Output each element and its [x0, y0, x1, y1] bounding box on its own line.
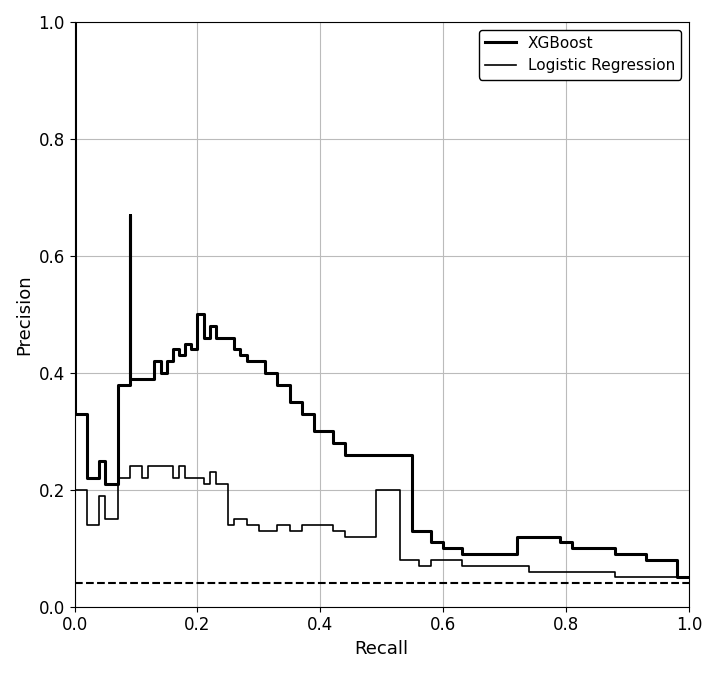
XGBoost [568, 544, 576, 553]
Logistic Regression [298, 521, 306, 529]
Y-axis label: Precision: Precision [15, 274, 33, 355]
Logistic Regression [101, 491, 110, 499]
XGBoost [298, 398, 306, 406]
Logistic Regression [82, 486, 91, 494]
Logistic Regression [353, 532, 361, 540]
XGBoost [685, 573, 693, 581]
Logistic Regression [70, 18, 79, 26]
Logistic Regression [685, 573, 693, 581]
Legend: XGBoost, Logistic Regression: XGBoost, Logistic Regression [479, 30, 681, 79]
XGBoost [611, 544, 619, 553]
X-axis label: Recall: Recall [355, 640, 409, 658]
Logistic Regression [513, 562, 521, 570]
XGBoost [168, 345, 177, 353]
XGBoost [70, 18, 79, 26]
Line: Logistic Regression: Logistic Regression [75, 22, 689, 577]
Logistic Regression [181, 462, 189, 470]
XGBoost [673, 573, 681, 581]
Line: XGBoost: XGBoost [75, 22, 689, 577]
Logistic Regression [611, 573, 619, 581]
XGBoost [630, 550, 638, 558]
XGBoost [599, 544, 607, 553]
